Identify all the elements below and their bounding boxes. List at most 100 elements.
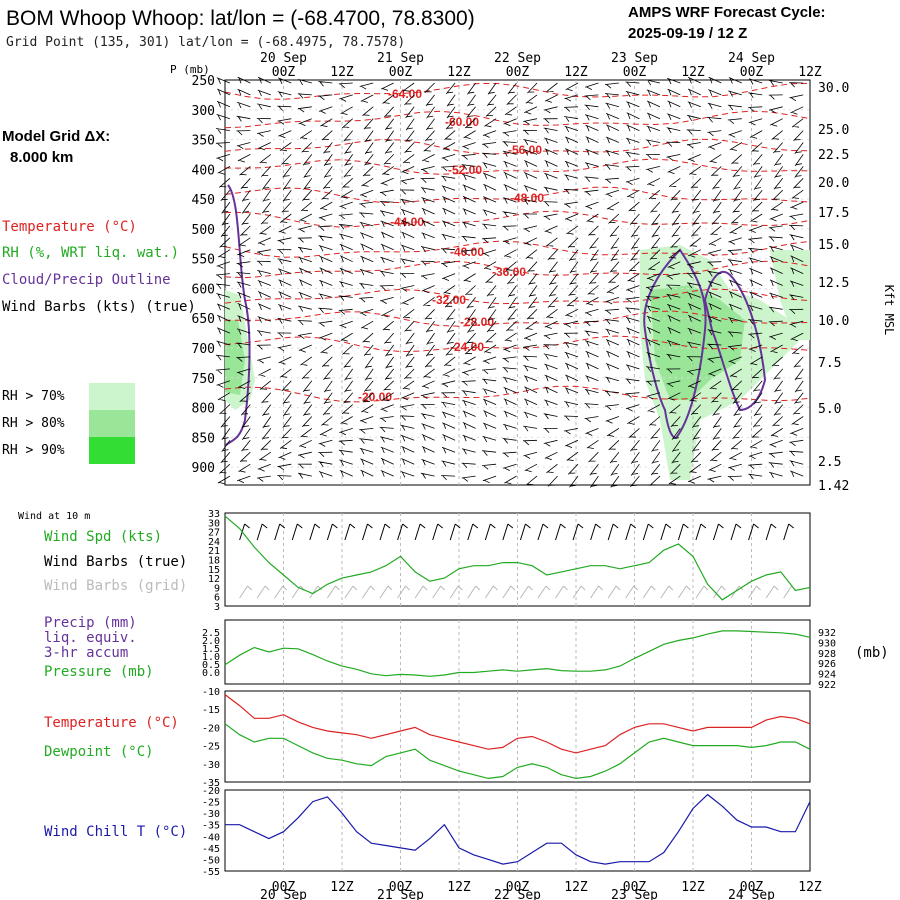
precip-label: Precip (mm) <box>44 615 137 631</box>
temp-tick: -30 <box>202 760 220 771</box>
top-date-label: 23 Sep <box>611 51 658 66</box>
cloud-outline <box>703 270 767 412</box>
pressure-line <box>224 630 811 677</box>
wind-speed-tick: 33 <box>208 509 220 520</box>
legend-item: Cloud/Precip Outline <box>2 272 171 288</box>
top-hour-label: 00Z <box>623 65 647 80</box>
pressure-tick-label: 750 <box>192 372 215 387</box>
top-date-label: 24 Sep <box>728 51 775 66</box>
dewpoint-label: Dewpoint (°C) <box>44 744 154 760</box>
wind-speed-tick: 27 <box>208 528 220 539</box>
top-date-label: 21 Sep <box>377 51 424 66</box>
temperature-contour <box>224 138 811 155</box>
wind-speed-tick: 21 <box>208 546 220 557</box>
height-tick-label: 7.5 <box>818 356 841 371</box>
windchill-label: Wind Chill T (°C) <box>44 824 187 840</box>
rh-key-label: RH > 70% <box>2 389 65 404</box>
pressure-tick: 926 <box>818 659 836 670</box>
model-grid-label: Model Grid ΔX: <box>2 128 110 145</box>
temperature-contour <box>224 260 811 279</box>
windchill-tick: -40 <box>202 832 220 843</box>
pressure-tick-label: 700 <box>192 342 215 357</box>
rh-key-swatch <box>89 410 135 437</box>
wind-barbs-true-label: Wind Barbs (true) <box>44 554 187 570</box>
bottom-date-label: 22 Sep <box>494 888 541 900</box>
wind-barbs <box>215 76 804 488</box>
temperature-contour-label: -36.00 <box>492 265 526 279</box>
top-hour-label: 00Z <box>389 65 413 80</box>
height-tick-label: 22.5 <box>818 148 849 163</box>
pressure-tick-label: 350 <box>192 134 215 149</box>
pressure-tick: 924 <box>818 670 836 681</box>
height-tick-label: 25.0 <box>818 123 849 138</box>
liq-equiv-label: liq. equiv. <box>44 630 137 646</box>
pressure-tick-label: 850 <box>192 431 215 446</box>
height-tick-label: 20.0 <box>818 176 849 191</box>
precip-tick: 1.5 <box>202 644 220 655</box>
temperature-line <box>224 694 811 754</box>
top-hour-label: 12Z <box>564 65 588 80</box>
bottom-date-label: 20 Sep <box>260 888 307 900</box>
bottom-hour-label: 12Z <box>447 880 471 895</box>
height-tick-label: 2.5 <box>818 455 841 470</box>
pressure-tick-label: 450 <box>192 193 215 208</box>
bottom-hour-label: 00Z <box>272 880 296 895</box>
temperature-contour <box>224 82 811 100</box>
pressure-tick-label: 600 <box>192 282 215 297</box>
bottom-date-label: 23 Sep <box>611 888 658 900</box>
grid-point-label: Grid Point (135, 301) lat/lon = (-68.497… <box>6 35 405 50</box>
pressure-label: Pressure (mb) <box>44 664 154 680</box>
wind-speed-tick: 15 <box>208 565 220 576</box>
pressure-tick-label: 250 <box>192 74 215 89</box>
cycle-value: 2025-09-19 / 12 Z <box>628 25 747 42</box>
rh-region <box>225 320 245 395</box>
bottom-hour-label: 00Z <box>506 880 530 895</box>
rh-key-swatch <box>89 437 135 464</box>
dewpoint-line <box>224 723 811 780</box>
cross-section: -64.00-60.00-56.00-52.00-48.00-44.00-40.… <box>215 76 811 488</box>
pressure-tick: 928 <box>818 649 836 660</box>
temperature-contour <box>224 385 811 403</box>
cloud-outline <box>643 248 707 440</box>
top-date-label: 22 Sep <box>494 51 541 66</box>
temperature-contour-label: -28.00 <box>460 315 494 329</box>
temperature-contour-label: -64.00 <box>388 87 422 101</box>
temperature-contour-label: -24.00 <box>450 340 484 354</box>
windchill-tick: -45 <box>202 844 220 855</box>
wind-speed-line <box>224 515 811 601</box>
bottom-date-label: 24 Sep <box>728 888 775 900</box>
pressure-tick-label: 900 <box>192 461 215 476</box>
accum-label: 3-hr accum <box>44 645 128 661</box>
top-hour-label: 12Z <box>798 65 822 80</box>
wind-barbs-grid-label: Wind Barbs (grid) <box>44 578 187 594</box>
precip-tick: 0.5 <box>202 660 220 671</box>
height-tick-label: 5.0 <box>818 402 841 417</box>
temperature-contour-label: -60.00 <box>445 115 479 129</box>
bottom-hour-label: 12Z <box>798 880 822 895</box>
windchill-tick: -20 <box>202 786 220 797</box>
temperature-contour <box>224 210 811 228</box>
pressure-tick-label: 500 <box>192 223 215 238</box>
top-hour-label: 00Z <box>506 65 530 80</box>
top-hour-label: 00Z <box>740 65 764 80</box>
top-date-label: 20 Sep <box>260 51 307 66</box>
pressure-tick: 922 <box>818 680 836 691</box>
pressure-tick: 932 <box>818 628 836 639</box>
temperature-contour <box>225 310 811 327</box>
windchill-tick: -50 <box>202 855 220 866</box>
rh-key-label: RH > 90% <box>2 443 65 458</box>
precip-tick: 0.0 <box>202 668 220 679</box>
windchill-tick: -30 <box>202 809 220 820</box>
rh-key-swatch <box>89 383 135 410</box>
bottom-date-label: 21 Sep <box>377 888 424 900</box>
height-tick-label: 17.5 <box>818 206 849 221</box>
legend-item: Wind Barbs (kts) (true) <box>2 299 196 315</box>
temp-tick: -20 <box>202 723 220 734</box>
legend-item: Temperature (°C) <box>2 219 137 235</box>
legend-item: RH (%, WRT liq. wat.) <box>2 245 179 261</box>
wind-speed-tick: 6 <box>214 593 220 604</box>
pressure-tick-label: 300 <box>192 104 215 119</box>
temp-tick: -25 <box>202 742 220 753</box>
height-tick-label: 30.0 <box>818 81 849 96</box>
